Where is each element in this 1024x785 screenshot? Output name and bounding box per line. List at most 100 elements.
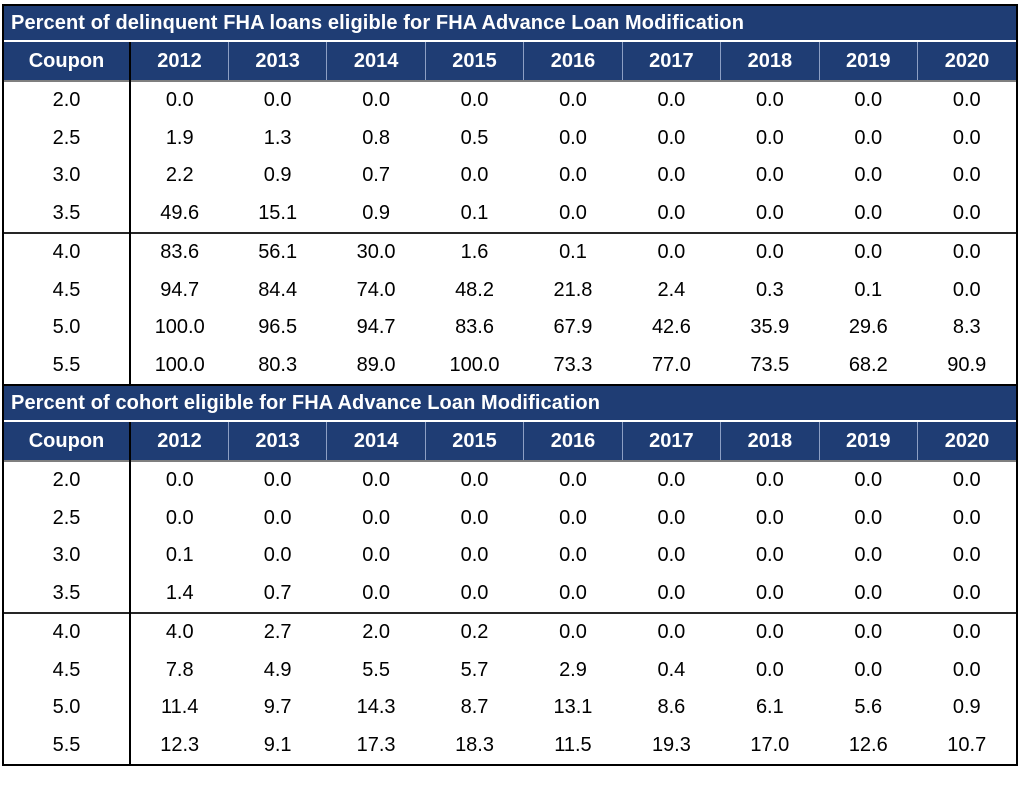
year-column-header: 2014 (326, 422, 426, 461)
value-cell: 0.0 (917, 574, 1016, 613)
value-cell: 0.1 (819, 271, 918, 309)
value-cell: 21.8 (523, 271, 623, 309)
value-cell: 67.9 (523, 309, 623, 347)
year-column-header: 2015 (424, 42, 524, 81)
value-cell: 5.7 (425, 651, 524, 689)
delinquent-table-title: Percent of delinquent FHA loans eligible… (4, 6, 1016, 42)
value-cell: 94.7 (326, 309, 426, 347)
table-row: 3.0 2.2 0.9 0.7 0.0 0.0 0.0 0.0 0.0 0.0 (4, 157, 1016, 195)
value-cell: 0.2 (425, 612, 524, 652)
value-cell: 0.0 (622, 461, 721, 500)
year-column-header: 2019 (818, 422, 918, 461)
value-cell: 0.0 (523, 119, 623, 157)
cohort-table-title: Percent of cohort eligible for FHA Advan… (4, 386, 1016, 422)
value-cell: 0.0 (523, 461, 623, 500)
year-column-header: 2014 (326, 42, 426, 81)
table-row: 3.5 1.4 0.7 0.0 0.0 0.0 0.0 0.0 0.0 0.0 (4, 574, 1016, 613)
value-cell: 2.4 (622, 271, 721, 309)
value-cell: 0.0 (819, 194, 918, 233)
year-column-header: 2016 (523, 42, 623, 81)
value-cell: 0.0 (720, 157, 820, 195)
value-cell: 0.0 (523, 81, 623, 120)
year-column-header: 2017 (621, 422, 721, 461)
coupon-column-header: Coupon (4, 42, 131, 81)
table-header: Coupon 2012 2013 2014 2015 2016 2017 2018 2019 20… (4, 422, 1016, 461)
value-cell: 42.6 (622, 309, 721, 347)
value-cell: 1.3 (228, 119, 327, 157)
table-row: 2.5 0.0 0.0 0.0 0.0 0.0 0.0 0.0 0.0 0.0 (4, 499, 1016, 537)
table-row: 2.5 1.9 1.3 0.8 0.5 0.0 0.0 0.0 0.0 0.0 (4, 119, 1016, 157)
value-cell: 49.6 (130, 194, 229, 233)
year-column-header: 2012 (130, 422, 229, 461)
year-column-header: 2017 (621, 42, 721, 81)
table-body: 2.0 0.0 0.0 0.0 0.0 0.0 0.0 0.0 0.0 0.0 2.5 1.9 1.3 0… (4, 81, 1016, 384)
coupon-cell: 3.0 (4, 157, 131, 195)
coupon-cell: 4.5 (4, 651, 131, 689)
value-cell: 1.9 (130, 119, 229, 157)
value-cell: 0.0 (130, 461, 229, 500)
value-cell: 1.6 (425, 232, 524, 272)
value-cell: 0.0 (425, 461, 524, 500)
value-cell: 0.4 (622, 651, 721, 689)
value-cell: 2.7 (228, 612, 327, 652)
value-cell: 0.0 (819, 157, 918, 195)
value-cell: 0.0 (917, 612, 1016, 652)
coupon-cell: 4.5 (4, 271, 131, 309)
value-cell: 12.6 (819, 726, 918, 764)
table-row: 4.5 7.8 4.9 5.5 5.7 2.9 0.4 0.0 0.0 0.0 (4, 651, 1016, 689)
coupon-cell: 2.5 (4, 499, 131, 537)
value-cell: 0.0 (819, 612, 918, 652)
value-cell: 0.0 (622, 574, 721, 613)
value-cell: 0.0 (917, 651, 1016, 689)
value-cell: 11.4 (130, 689, 229, 727)
value-cell: 1.4 (130, 574, 229, 613)
value-cell: 83.6 (130, 232, 229, 272)
value-cell: 0.0 (917, 157, 1016, 195)
value-cell: 0.0 (523, 612, 623, 652)
value-cell: 0.0 (523, 537, 623, 575)
value-cell: 0.1 (523, 232, 623, 272)
coupon-cell: 2.0 (4, 81, 131, 120)
value-cell: 0.0 (720, 537, 820, 575)
header-row: Coupon 2012 2013 2014 2015 2016 2017 2018 2019 20… (4, 422, 1016, 461)
value-cell: 73.5 (720, 346, 820, 384)
value-cell: 0.0 (720, 461, 820, 500)
value-cell: 0.0 (819, 574, 918, 613)
value-cell: 0.0 (720, 81, 820, 120)
value-cell: 0.0 (720, 194, 820, 233)
value-cell: 13.1 (523, 689, 623, 727)
value-cell: 29.6 (819, 309, 918, 347)
value-cell: 73.3 (523, 346, 623, 384)
value-cell: 0.1 (425, 194, 524, 233)
value-cell: 0.0 (917, 271, 1016, 309)
fha-modification-tables: Percent of delinquent FHA loans eligible… (2, 4, 1018, 766)
table-row: 4.5 94.7 84.4 74.0 48.2 21.8 2.4 0.3 0.1 0.0 (4, 271, 1016, 309)
value-cell: 0.0 (228, 461, 327, 500)
header-row: Coupon 2012 2013 2014 2015 2016 2017 2018 2019 20… (4, 42, 1016, 81)
value-cell: 0.0 (720, 119, 820, 157)
coupon-cell: 3.5 (4, 574, 131, 613)
value-cell: 0.0 (622, 119, 721, 157)
value-cell: 0.1 (130, 537, 229, 575)
value-cell: 0.0 (720, 651, 820, 689)
value-cell: 0.0 (819, 119, 918, 157)
value-cell: 0.0 (228, 81, 327, 120)
value-cell: 0.0 (228, 537, 327, 575)
value-cell: 0.8 (326, 119, 426, 157)
coupon-cell: 4.0 (4, 612, 131, 652)
value-cell: 0.0 (425, 574, 524, 613)
value-cell: 0.0 (523, 157, 623, 195)
value-cell: 0.0 (720, 499, 820, 537)
value-cell: 18.3 (425, 726, 524, 764)
table-header: Coupon 2012 2013 2014 2015 2016 2017 2018 2019 20… (4, 42, 1016, 81)
value-cell: 0.0 (917, 194, 1016, 233)
coupon-cell: 2.0 (4, 461, 131, 500)
value-cell: 0.0 (425, 499, 524, 537)
value-cell: 0.9 (917, 689, 1016, 727)
value-cell: 0.0 (425, 81, 524, 120)
table-row: 5.0 11.4 9.7 14.3 8.7 13.1 8.6 6.1 5.6 0.9 (4, 689, 1016, 727)
value-cell: 30.0 (326, 232, 426, 272)
value-cell: 0.5 (425, 119, 524, 157)
table-body: 2.0 0.0 0.0 0.0 0.0 0.0 0.0 0.0 0.0 0.0 2.5 0.0 0.0 0… (4, 461, 1016, 764)
coupon-cell: 5.5 (4, 726, 131, 764)
